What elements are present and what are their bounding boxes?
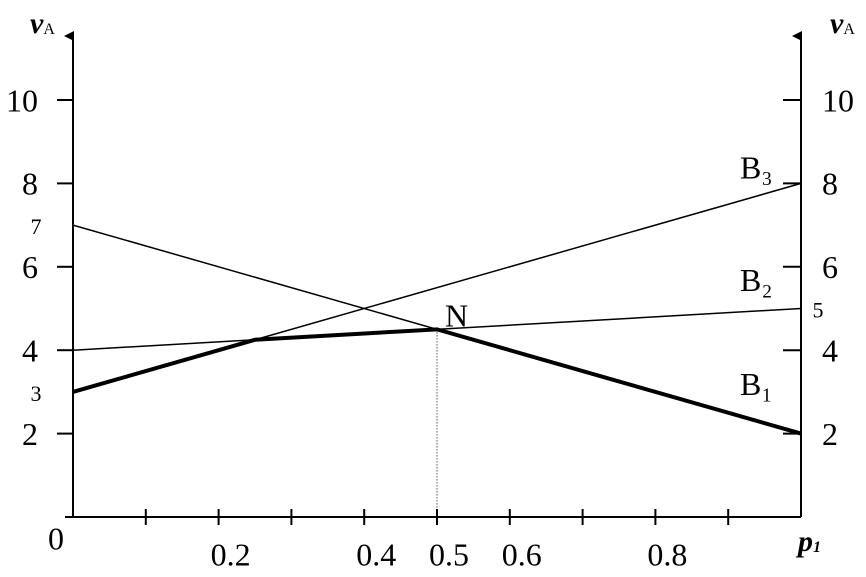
series-label: B₁	[740, 366, 773, 402]
y-tick-label: 2	[22, 416, 38, 452]
origin-label: 0	[48, 520, 64, 556]
x-axis-label-main: p	[795, 525, 813, 558]
intercept-label: 7	[31, 214, 42, 239]
x-tick-label: 0.4	[356, 536, 396, 572]
x-tick-label: 0.8	[647, 536, 687, 572]
series-label: B₂	[740, 262, 773, 298]
x-axis-label: p1	[795, 525, 821, 558]
intercept-label: 3	[31, 381, 42, 406]
y-tick-label: 4	[22, 333, 38, 369]
y-axis-label-main: v	[30, 7, 44, 40]
y2-tick-label: 4	[822, 333, 838, 369]
x-tick-label: 0.5	[429, 536, 469, 572]
point-label: N	[445, 298, 468, 334]
y-tick-label: 6	[22, 249, 38, 285]
series-label: B₃	[740, 149, 773, 185]
x-tick-label: 0.2	[211, 536, 251, 572]
x-tick-label: 0.6	[502, 536, 542, 572]
y-tick-label: 8	[22, 166, 38, 202]
y2-tick-label: 2	[822, 416, 838, 452]
y-tick-label: 10	[6, 82, 38, 118]
y2-axis-label-main: v	[830, 7, 844, 40]
y2-axis-label: vA	[830, 7, 855, 40]
envelope-line	[72, 327, 802, 436]
y2-tick-label: 6	[822, 249, 838, 285]
y2-tick-label: 8	[822, 166, 838, 202]
x-axis-label-sub: 1	[813, 539, 821, 556]
intercept-label: 5	[813, 298, 824, 323]
y-axis-label: vA	[30, 7, 55, 40]
y2-axis-label-sub: A	[843, 21, 855, 38]
y-axis-label-sub: A	[43, 21, 55, 38]
y2-tick-label: 10	[822, 82, 854, 118]
